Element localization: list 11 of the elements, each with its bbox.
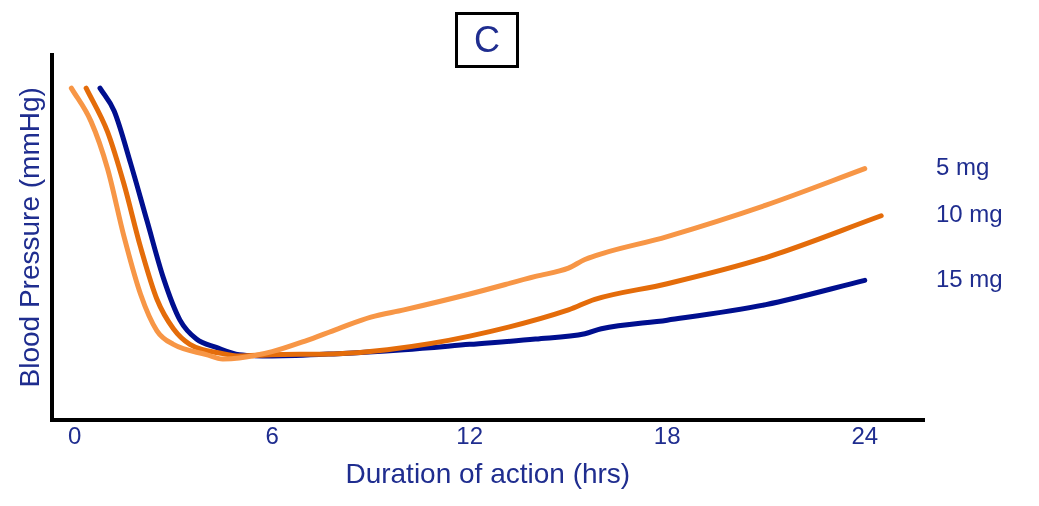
x-tick-label: 24 — [851, 421, 879, 449]
text: 10 mg — [936, 200, 1003, 228]
chart-title: C — [455, 12, 519, 68]
text: 5 mg — [936, 153, 990, 181]
y-axis-title: Blood Pressure (mmHg) — [13, 87, 45, 388]
x-tick-label: 12 — [456, 421, 484, 449]
x-tick-label: 0 — [67, 421, 82, 449]
x-tick-label: 6 — [265, 421, 279, 449]
x-axis-title: Duration of action (hrs) — [345, 457, 631, 489]
x-tick-label: 18 — [653, 421, 681, 449]
text: 15 mg — [936, 265, 1003, 293]
